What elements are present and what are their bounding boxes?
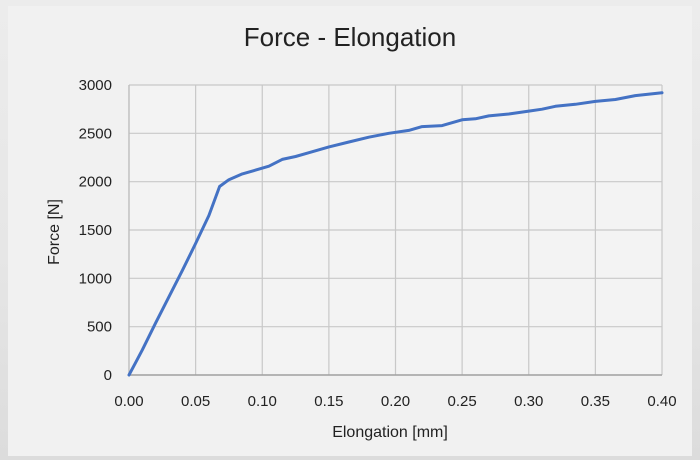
y-tick-label: 1000 xyxy=(79,270,112,287)
x-tick-label: 0.25 xyxy=(448,393,477,410)
y-tick-label: 2500 xyxy=(79,125,112,142)
y-tick-label: 0 xyxy=(104,367,112,384)
y-tick-label: 2000 xyxy=(79,174,112,191)
chart-title: Force - Elongation xyxy=(243,22,457,52)
x-tick-label: 0.10 xyxy=(248,393,277,410)
x-tick-label: 0.30 xyxy=(514,393,543,410)
y-tick-label: 500 xyxy=(87,319,112,336)
axes xyxy=(128,85,662,376)
x-axis-title: Elongation [mm] xyxy=(332,424,448,441)
x-tick-label: 0.40 xyxy=(647,393,676,410)
x-tick-label: 0.05 xyxy=(181,393,210,410)
y-tick-label: 1500 xyxy=(79,222,112,239)
tick-labels: 0 500 1000 1500 2000 2500 3000 0.00 0.05 0.10 0.15… xyxy=(79,77,677,410)
y-tick-label: 3000 xyxy=(79,77,112,94)
x-tick-label: 0.00 xyxy=(114,393,143,410)
x-tick-label: 0.35 xyxy=(581,393,610,410)
series-line xyxy=(127,91,664,377)
series-group xyxy=(127,91,664,377)
x-tick-label: 0.20 xyxy=(381,393,410,410)
x-tick-label: 0.15 xyxy=(314,393,343,410)
grid-lines xyxy=(129,84,663,375)
